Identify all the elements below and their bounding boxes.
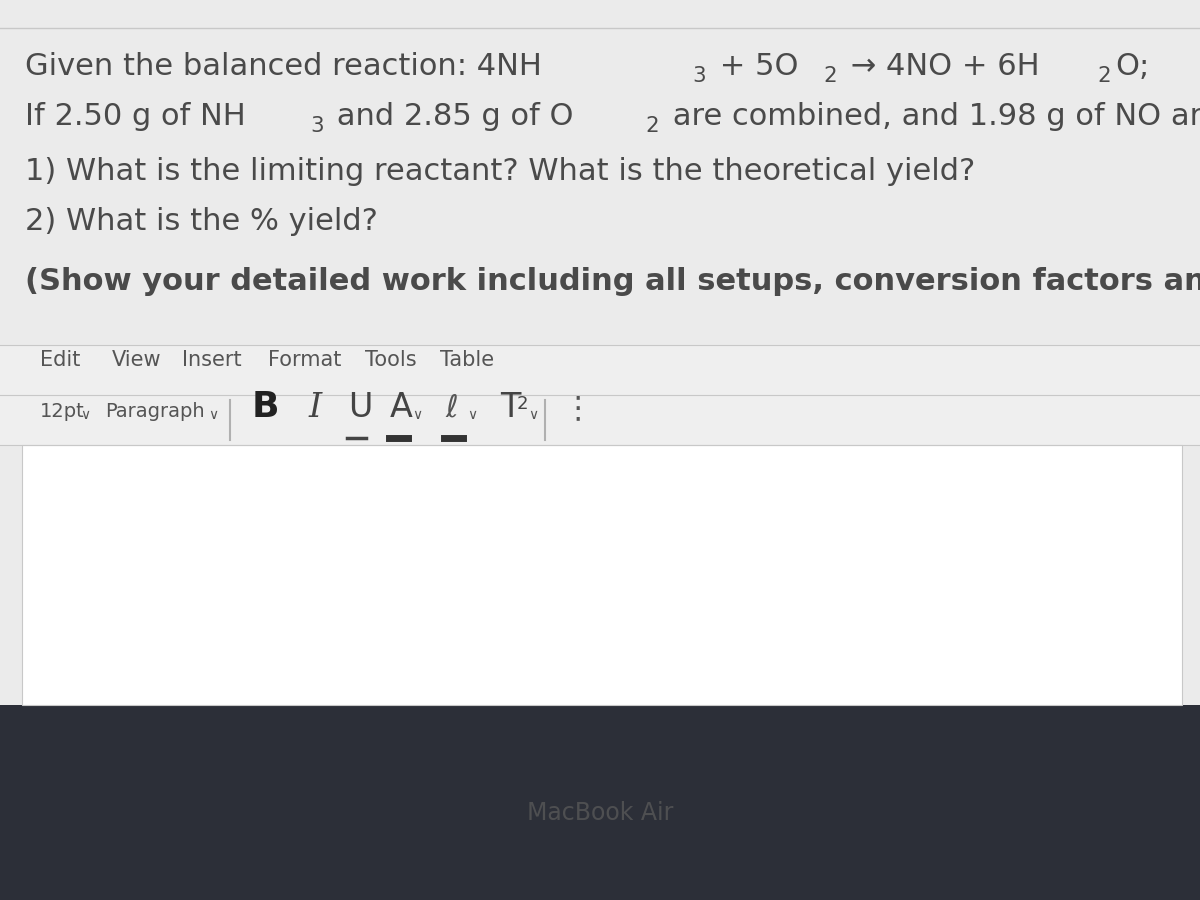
Text: ⋮: ⋮ [562, 394, 593, 423]
Text: ∨: ∨ [208, 408, 218, 422]
Text: ∨: ∨ [80, 408, 90, 422]
Text: 2) What is the % yield?: 2) What is the % yield? [25, 207, 378, 236]
Text: 3: 3 [692, 66, 706, 86]
Text: + 5O: + 5O [709, 52, 798, 81]
Text: 2: 2 [517, 395, 528, 413]
Text: ∨: ∨ [467, 408, 478, 422]
Text: If 2.50 g of NH: If 2.50 g of NH [25, 102, 246, 131]
Text: 12pt: 12pt [40, 402, 85, 421]
FancyBboxPatch shape [0, 395, 1200, 445]
Text: 2: 2 [823, 66, 838, 86]
FancyBboxPatch shape [0, 345, 1200, 395]
Text: ℓ: ℓ [445, 394, 457, 423]
Text: Given the balanced reaction: 4NH: Given the balanced reaction: 4NH [25, 52, 542, 81]
Text: Insert: Insert [182, 350, 241, 370]
Text: 2: 2 [1098, 66, 1111, 86]
Text: B: B [252, 390, 280, 424]
Text: (Show your detailed work including all setups, conversion factors and units).: (Show your detailed work including all s… [25, 267, 1200, 296]
Text: Format: Format [268, 350, 341, 370]
Text: Paragraph: Paragraph [106, 402, 205, 421]
Text: Table: Table [440, 350, 494, 370]
Text: 1) What is the limiting reactant? What is the theoretical yield?: 1) What is the limiting reactant? What i… [25, 157, 976, 186]
Text: ∨: ∨ [412, 408, 422, 422]
Text: MacBook Air: MacBook Air [527, 801, 673, 825]
Text: are combined, and 1.98 g of NO are produced.: are combined, and 1.98 g of NO are produ… [664, 102, 1200, 131]
Text: I: I [308, 392, 322, 424]
FancyBboxPatch shape [0, 705, 1200, 900]
Text: 2: 2 [646, 115, 659, 136]
Text: 3: 3 [310, 115, 324, 136]
Text: O;: O; [1115, 52, 1150, 81]
Text: → 4NO + 6H: → 4NO + 6H [841, 52, 1040, 81]
Text: View: View [112, 350, 162, 370]
Text: Tools: Tools [365, 350, 416, 370]
Text: T: T [500, 391, 521, 424]
Text: and 2.85 g of O: and 2.85 g of O [328, 102, 574, 131]
Text: ∨: ∨ [528, 408, 538, 422]
Text: Edit: Edit [40, 350, 80, 370]
FancyBboxPatch shape [22, 445, 1182, 705]
Text: U: U [348, 391, 372, 424]
Text: A: A [390, 391, 413, 424]
